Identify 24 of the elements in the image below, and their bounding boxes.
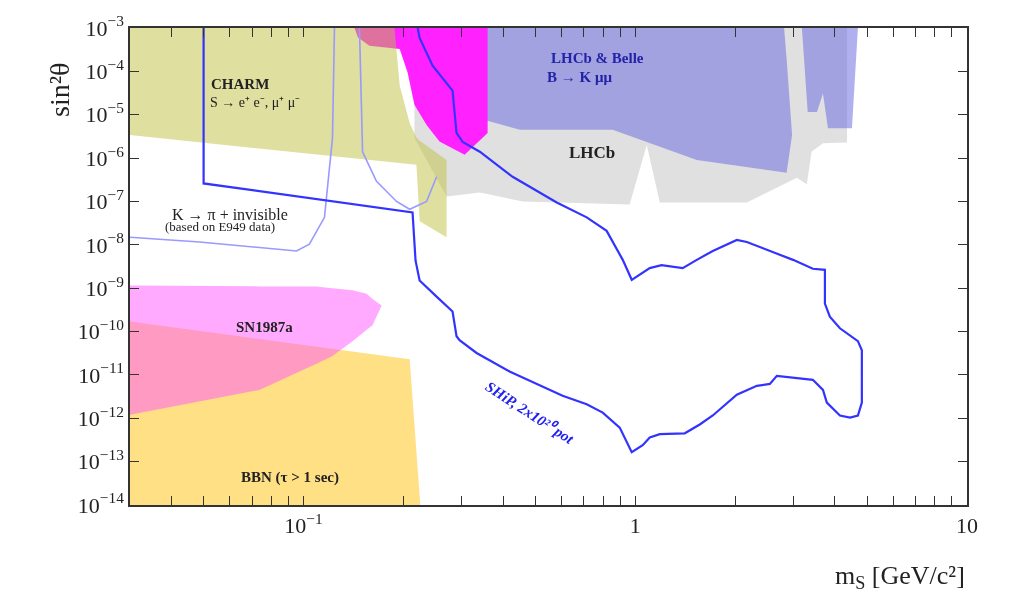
y-tick-label: 10$^{−4}$ (85, 55, 125, 85)
annotation: S → e⁺ e⁻, μ⁺ μ⁻ (210, 95, 301, 110)
y-tick-label: 10$^{−5}$ (85, 99, 125, 128)
y-tick-label: 10$^{−10}$ (77, 316, 125, 345)
y-tick-label: 10$^{−11}$ (78, 359, 124, 388)
x-tick-label: 10$^{−1}$ (284, 509, 323, 539)
x-tick-label: 10 (956, 513, 978, 539)
y-axis-title: sin²θ (44, 62, 76, 118)
annotation: BBN (τ > 1 sec) (241, 469, 339, 486)
y-tick-label: 10$^{−7}$ (85, 185, 125, 215)
annotation: B → K μμ (547, 69, 613, 85)
y-tick-label: 10$^{−12}$ (77, 402, 124, 431)
annotation: LHCb (569, 143, 616, 162)
y-tick-label: 10$^{−3}$ (85, 12, 125, 41)
y-tick-label: 10$^{−13}$ (77, 446, 125, 475)
y-tick-label: 10$^{−8}$ (85, 229, 125, 258)
annotation: SN1987a (236, 319, 294, 335)
x-tick-label: 1 (629, 513, 641, 539)
annotation: CHARM (211, 76, 270, 92)
y-tick-label: 10$^{−6}$ (85, 142, 125, 171)
y-tick-label: 10$^{−9}$ (85, 272, 125, 301)
annotation: LHCb & Belle (551, 50, 644, 66)
y-tick-label: 10$^{−14}$ (77, 489, 125, 518)
x-axis-title: m$_{S}$ [GeV/c²] (835, 561, 965, 594)
